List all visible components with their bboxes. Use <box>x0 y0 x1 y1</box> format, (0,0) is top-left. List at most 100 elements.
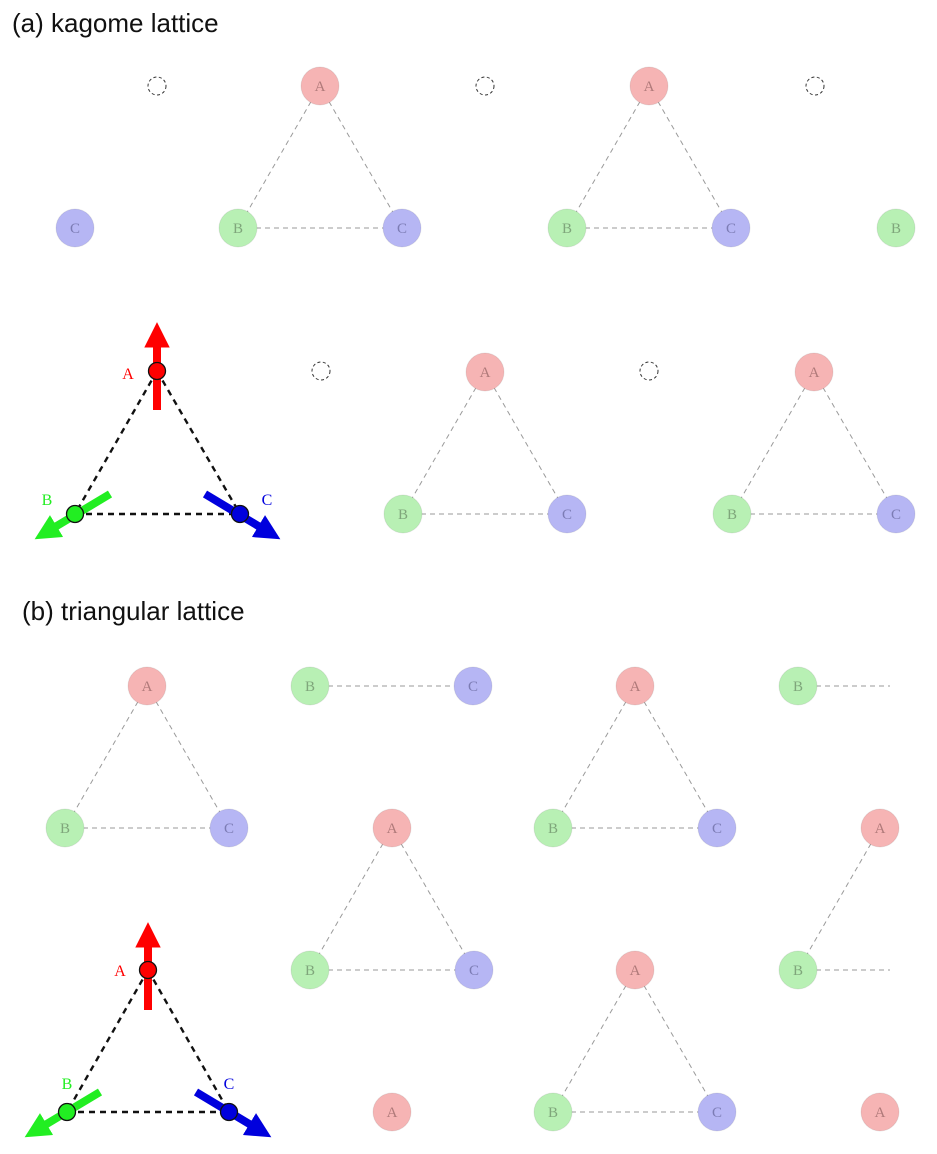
site-label: B <box>891 221 901 237</box>
site-label: C <box>70 221 80 237</box>
bonds <box>64 85 897 1113</box>
triangular-site-a-bottom-2: A <box>860 1092 900 1132</box>
site-label: A <box>875 821 886 837</box>
triangular-triangle-1-site-b: B <box>45 808 85 848</box>
triangular-triangle-4-site-b: B <box>533 1092 573 1132</box>
site-label: A <box>644 79 655 95</box>
vacancy-site <box>311 361 331 381</box>
site-label: B <box>398 507 408 523</box>
kagome-triangle-3-bond-ab <box>402 371 486 515</box>
triangular-site-b-top: B <box>290 666 330 706</box>
triangular-triangle-1-bond-ab <box>64 685 148 829</box>
kagome-triangle-3-site-b: B <box>383 494 423 534</box>
triangular-bond-right-ab <box>797 827 881 971</box>
spin-bond-ac <box>146 969 231 1113</box>
spin-site-b <box>57 1102 77 1122</box>
triangular-triangle-2-bond-ac <box>634 685 718 829</box>
site-label: C <box>562 507 572 523</box>
kagome-triangle-2-site-c: C <box>711 208 751 248</box>
triangular-site-b-right-top: B <box>778 666 818 706</box>
site-label: A <box>630 963 641 979</box>
spin-bond-ac <box>155 370 242 515</box>
kagome-triangle-1-bond-ab <box>237 85 321 229</box>
kagome-site-c-edge: C <box>55 208 95 248</box>
site-label: C <box>468 679 478 695</box>
kagome-triangle-1-site-c: C <box>382 208 422 248</box>
site-label: B <box>305 963 315 979</box>
site-label: C <box>891 507 901 523</box>
kagome-triangle-1-site-b: B <box>218 208 258 248</box>
triangular-triangle-2-bond-ab <box>552 685 636 829</box>
spin-site-c <box>230 504 250 524</box>
vacancy-site <box>805 76 825 96</box>
kagome-triangle-3-site-a: A <box>465 352 505 392</box>
triangular-triangle-3-bond-ac <box>391 827 475 971</box>
spin-label-b: B <box>62 1076 73 1093</box>
kagome-triangle-2-site-a: A <box>629 66 669 106</box>
site-label: B <box>727 507 737 523</box>
vacancy-site <box>475 76 495 96</box>
site-label: A <box>142 679 153 695</box>
site-label: B <box>793 963 803 979</box>
kagome-triangle-4-bond-ac <box>813 371 897 515</box>
site-label: B <box>562 221 572 237</box>
site-label: A <box>387 1105 398 1121</box>
lattice-sites: A B C A B C A B C A B C C B A B C A B C A B C A B C B C B A B A A <box>45 66 916 1132</box>
spin-site-a <box>138 960 158 980</box>
spin-bond-ab <box>65 969 150 1113</box>
triangular-site-c-top: C <box>453 666 493 706</box>
site-label: C <box>712 821 722 837</box>
site-label: C <box>712 1105 722 1121</box>
triangular-spin-triangle: A B C <box>24 922 272 1138</box>
triangular-triangle-4-bond-ac <box>634 969 718 1113</box>
triangular-triangle-1-site-a: A <box>127 666 167 706</box>
kagome-triangle-1-site-a: A <box>300 66 340 106</box>
triangular-triangle-3-site-a: A <box>372 808 412 848</box>
kagome-triangle-2-bond-ac <box>648 85 732 229</box>
panel-b-caption: (b) triangular lattice <box>22 596 245 626</box>
kagome-triangle-1-bond-ac <box>319 85 403 229</box>
kagome-spin-triangle: A B C <box>34 322 281 540</box>
kagome-triangle-4-site-a: A <box>794 352 834 392</box>
triangular-site-a-right: A <box>860 808 900 848</box>
triangular-triangle-1-bond-ac <box>146 685 230 829</box>
vacancies <box>147 76 825 381</box>
kagome-site-b-edge: B <box>876 208 916 248</box>
spin-site-c <box>219 1102 239 1122</box>
site-label: A <box>387 821 398 837</box>
spin-label-b: B <box>42 492 53 509</box>
vacancy-site <box>639 361 659 381</box>
site-label: C <box>726 221 736 237</box>
spin-configurations: A B C A B C <box>24 322 281 1138</box>
kagome-triangle-3-site-c: C <box>547 494 587 534</box>
kagome-triangle-4-bond-ab <box>731 371 815 515</box>
triangular-triangle-3-site-b: B <box>290 950 330 990</box>
kagome-triangle-3-bond-ac <box>484 371 568 515</box>
triangular-triangle-4-site-c: C <box>697 1092 737 1132</box>
spin-bond-ab <box>73 370 159 515</box>
site-label: B <box>793 679 803 695</box>
spin-label-c: C <box>262 492 273 509</box>
site-label: C <box>469 963 479 979</box>
triangular-site-a-bottom-1: A <box>372 1092 412 1132</box>
spin-site-a <box>147 361 167 381</box>
site-label: B <box>233 221 243 237</box>
vacancy-site <box>147 76 167 96</box>
triangular-triangle-3-site-c: C <box>454 950 494 990</box>
site-label: C <box>397 221 407 237</box>
kagome-triangle-4-site-b: B <box>712 494 752 534</box>
site-label: A <box>630 679 641 695</box>
triangular-triangle-2-site-a: A <box>615 666 655 706</box>
kagome-triangle-4-site-c: C <box>876 494 916 534</box>
spin-site-b <box>65 504 85 524</box>
triangular-triangle-2-site-c: C <box>697 808 737 848</box>
spin-label-a: A <box>122 366 134 383</box>
kagome-triangle-2-bond-ab <box>566 85 650 229</box>
site-label: B <box>548 821 558 837</box>
panel-a-caption: (a) kagome lattice <box>12 8 219 38</box>
site-label: A <box>480 365 491 381</box>
triangular-triangle-2-site-b: B <box>533 808 573 848</box>
site-label: C <box>224 821 234 837</box>
triangular-site-b-right-mid: B <box>778 950 818 990</box>
